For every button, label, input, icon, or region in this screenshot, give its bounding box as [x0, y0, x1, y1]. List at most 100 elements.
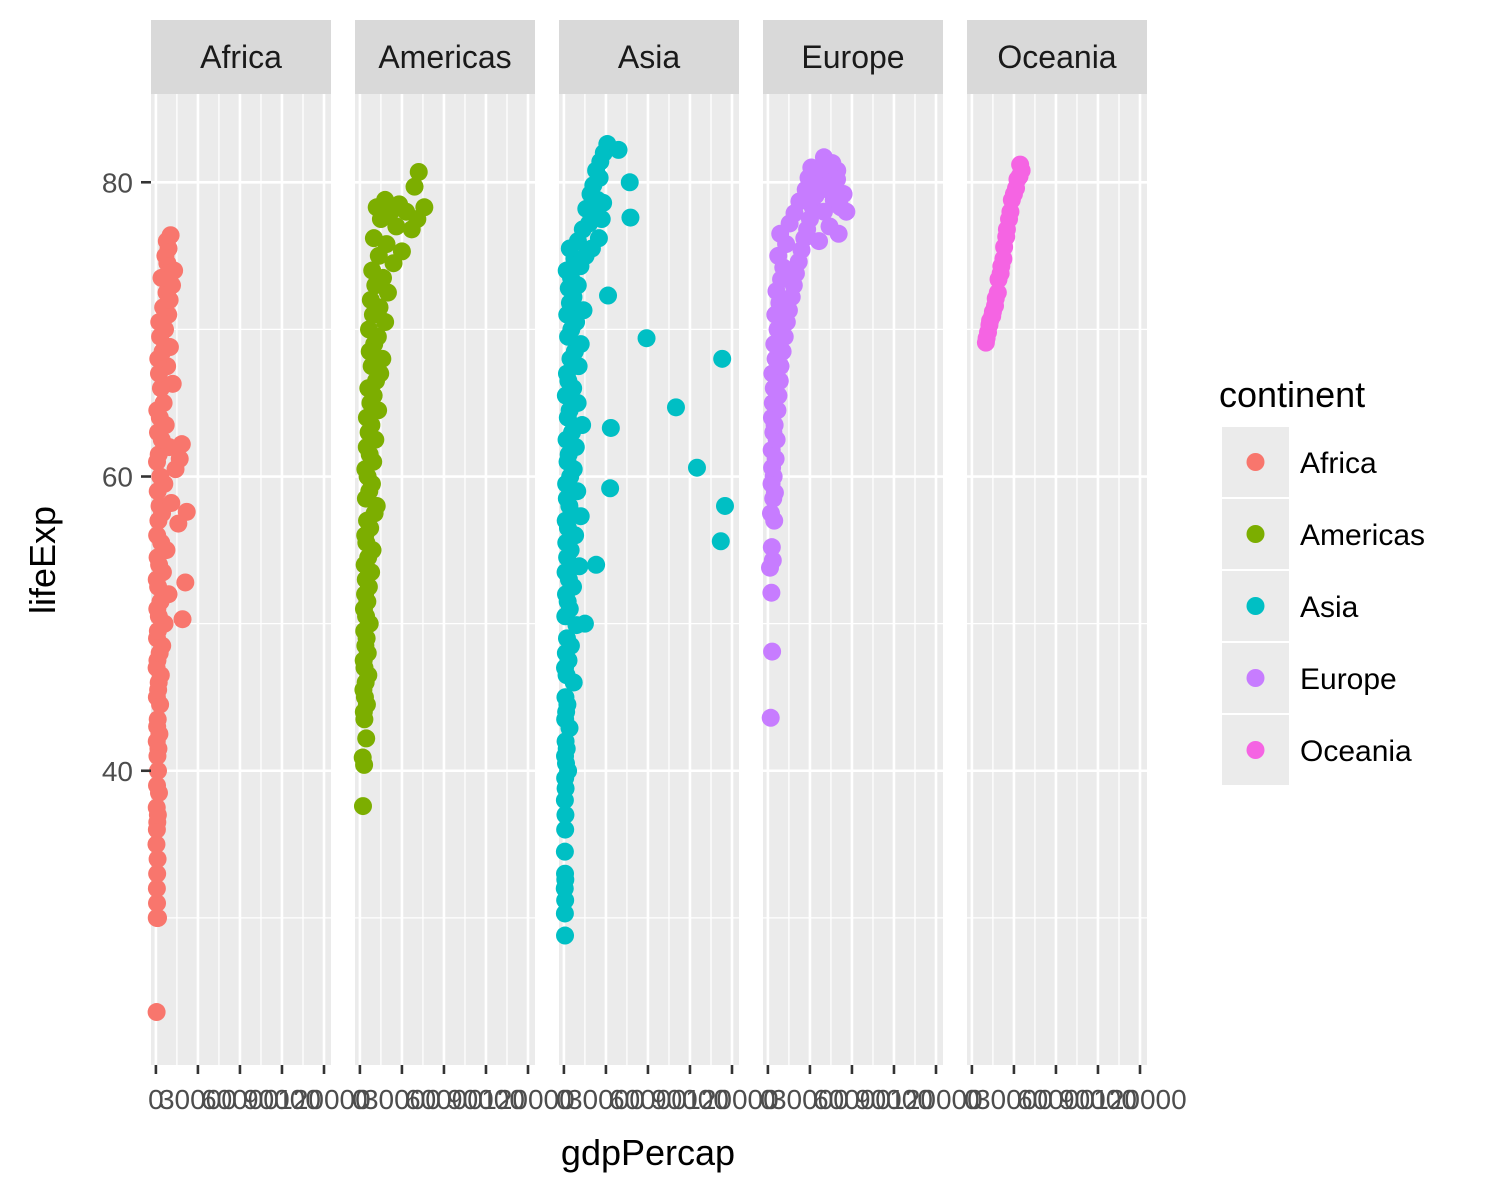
data-point — [148, 526, 167, 545]
data-point — [637, 329, 656, 348]
x-tick-label: 120000 — [685, 1084, 778, 1115]
data-point — [353, 797, 372, 816]
legend-label: Europe — [1300, 663, 1397, 696]
data-point — [392, 242, 411, 261]
x-tick-label: 0 — [964, 1084, 980, 1115]
data-point — [147, 835, 166, 854]
x-tick-label: 30000 — [975, 1084, 1053, 1115]
data-point — [589, 229, 608, 248]
data-point — [149, 761, 168, 780]
data-point — [363, 261, 382, 280]
data-point — [834, 185, 853, 204]
data-point — [820, 217, 839, 236]
x-tick-label: 30000 — [567, 1084, 645, 1115]
x-tick-label: 30000 — [159, 1084, 237, 1115]
data-point — [405, 177, 424, 196]
x-tick-label: 30000 — [771, 1084, 849, 1115]
data-point — [387, 217, 406, 236]
x-tick-label: 90000 — [855, 1084, 933, 1115]
legend-label: Americas — [1300, 519, 1425, 552]
x-tick-label: 60000 — [405, 1084, 483, 1115]
data-point — [761, 708, 780, 727]
data-point — [364, 229, 383, 248]
data-point — [575, 614, 594, 633]
facet-strip — [763, 20, 943, 94]
data-point — [173, 610, 192, 629]
y-axis: 40 60 80 — [102, 167, 151, 787]
data-point — [810, 232, 829, 251]
data-point — [1011, 155, 1030, 174]
data-point — [176, 573, 195, 592]
y-axis-title: lifeExp — [22, 506, 63, 614]
data-point — [148, 776, 167, 795]
x-tick-label: 90000 — [447, 1084, 525, 1115]
facet-strip — [151, 20, 331, 94]
x-axis-title: gdpPercap — [561, 1132, 735, 1173]
x-tick-label: 120000 — [481, 1084, 574, 1115]
data-point — [177, 502, 196, 521]
data-point — [555, 904, 574, 923]
facet-strip-label: Europe — [801, 39, 904, 75]
legend-marker — [1246, 525, 1265, 543]
data-point — [587, 555, 606, 574]
data-point — [148, 894, 167, 913]
y-tick-label: 40 — [102, 756, 133, 787]
data-point — [148, 710, 167, 729]
facet-strip — [355, 20, 535, 94]
data-point — [762, 538, 781, 557]
x-tick-label: 120000 — [277, 1084, 370, 1115]
facet-points — [353, 162, 434, 816]
data-point — [151, 467, 170, 486]
data-point — [802, 158, 821, 177]
data-point — [170, 449, 189, 468]
legend-title: continent — [1219, 374, 1365, 415]
data-point — [172, 435, 191, 454]
data-point — [147, 879, 166, 898]
facet-strip — [559, 20, 739, 94]
x-tick-label: 0 — [148, 1084, 164, 1115]
legend-item-americas: Americas — [1222, 499, 1425, 569]
data-point — [988, 283, 1007, 302]
data-point — [376, 190, 395, 209]
data-point — [837, 202, 856, 221]
legend-label: Africa — [1300, 447, 1377, 480]
legend-item-europe: Europe — [1222, 643, 1397, 713]
y-tick-label: 60 — [102, 462, 133, 493]
x-tick-label: 90000 — [651, 1084, 729, 1115]
facet-strip-label: Asia — [618, 39, 680, 75]
data-point — [415, 198, 434, 217]
x-tick-label: 60000 — [609, 1084, 687, 1115]
legend-marker — [1246, 741, 1265, 759]
data-point — [556, 805, 575, 824]
data-point — [556, 864, 575, 883]
facet-points — [976, 155, 1031, 352]
data-point — [361, 290, 380, 309]
facet-strip-label: Americas — [378, 39, 511, 75]
data-point — [666, 398, 685, 417]
data-point — [601, 479, 620, 498]
data-point — [574, 301, 593, 320]
legend-label: Oceania — [1300, 735, 1412, 768]
data-point — [557, 629, 576, 648]
data-point — [763, 551, 782, 570]
x-tick-label: 0 — [556, 1084, 572, 1115]
data-point — [621, 208, 640, 227]
legend-item-africa: Africa — [1222, 427, 1377, 497]
data-point — [687, 458, 706, 477]
x-tick-label: 60000 — [813, 1084, 891, 1115]
legend-marker — [1246, 453, 1265, 471]
data-point — [409, 162, 428, 181]
x-tick-label: 60000 — [1017, 1084, 1095, 1115]
data-point — [556, 563, 575, 582]
data-point — [147, 1003, 166, 1022]
data-point — [620, 173, 639, 192]
x-tick-label: 30000 — [363, 1084, 441, 1115]
data-point — [162, 493, 181, 512]
x-tick-label: 90000 — [243, 1084, 321, 1115]
data-point — [147, 798, 166, 817]
data-point — [556, 820, 575, 839]
facet-panels: Africa0300006000090000120000Americas0300… — [147, 20, 1187, 1115]
data-point — [390, 195, 409, 214]
